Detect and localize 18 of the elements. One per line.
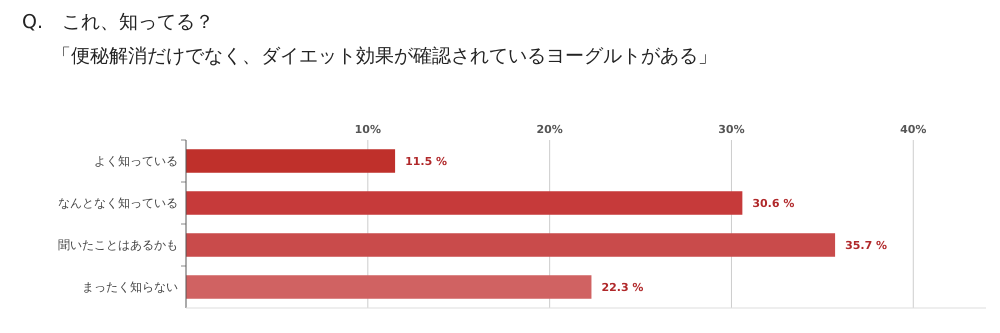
bar [186,275,592,299]
x-tick-label: 10% [354,123,381,136]
x-tick-label: 20% [536,123,563,136]
data-label: 30.6 % [752,197,794,210]
y-tick-label: まったく知らない [82,280,178,294]
data-label: 11.5 % [405,155,448,168]
y-tick-label: 聞いたことはあるかも [58,238,178,252]
y-tick-label: なんとなく知っている [58,196,178,210]
chart-title: Q. これ、知ってる？ [22,11,214,33]
x-tick-label: 30% [718,123,745,136]
x-tick-label: 40% [900,123,926,136]
chart-subtitle: 「便秘解消だけでなく、ダイエット効果が確認されているヨーグルトがある」 [52,45,717,67]
bar [186,149,396,173]
data-label: 35.7 % [845,239,888,252]
data-label: 22.3 % [601,281,644,294]
y-tick-label: よく知っている [94,154,178,168]
bar [186,233,836,257]
bar [186,191,742,215]
